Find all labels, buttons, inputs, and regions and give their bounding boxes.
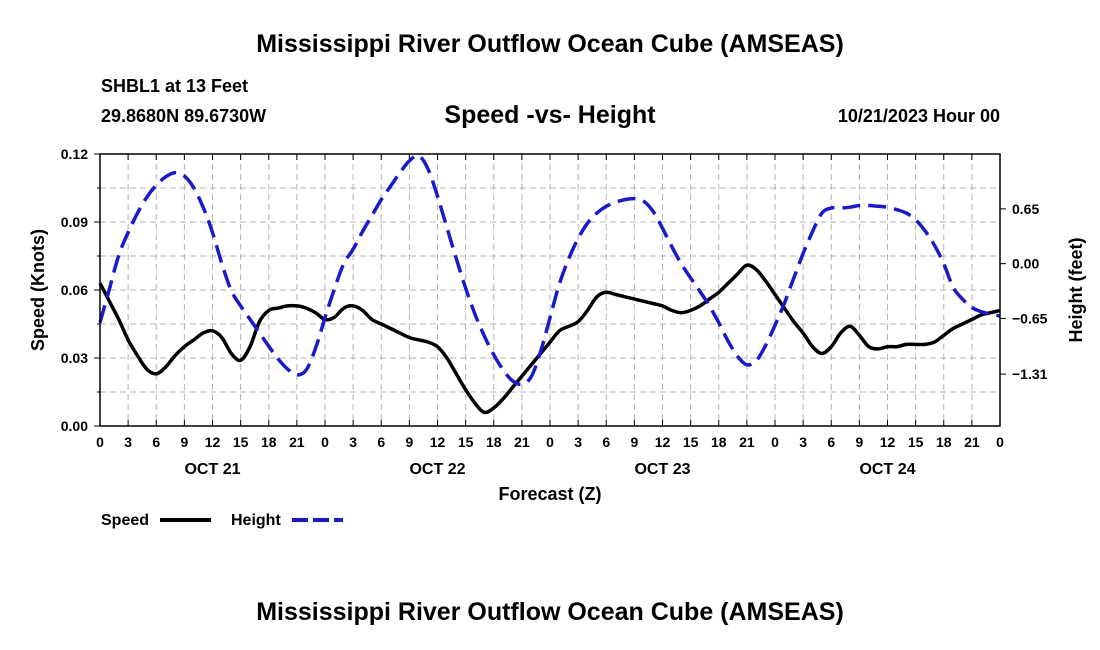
legend: Speed Height xyxy=(101,512,343,529)
chart-title: Mississippi River Outflow Ocean Cube (AM… xyxy=(256,30,844,58)
x-tick-label: 6 xyxy=(152,434,160,450)
x-tick-label: 18 xyxy=(261,434,277,450)
x-tick-label: 15 xyxy=(908,434,924,450)
x-tick-label: 21 xyxy=(289,434,305,450)
x-tick-label: 6 xyxy=(377,434,385,450)
day-label: OCT 22 xyxy=(409,461,465,478)
x-tick-label: 9 xyxy=(630,434,638,450)
day-label: OCT 23 xyxy=(634,461,690,478)
plot-frame xyxy=(99,153,1001,427)
axis-labels: 0 3 6 9 12 15 18 21 0 3 6 9 12 15 18 21 0 3 6 9 12 15 18 21 0 3 6 9… xyxy=(61,146,1048,478)
chart-subtitle: Speed -vs- Height xyxy=(444,101,656,129)
grid-lines xyxy=(100,154,1000,426)
x-tick-label: 18 xyxy=(486,434,502,450)
x-tick-label: 21 xyxy=(964,434,980,450)
legend-height-label: Height xyxy=(231,512,281,529)
forecast-date: 10/21/2023 Hour 00 xyxy=(837,106,1000,126)
x-tick-label: 6 xyxy=(602,434,610,450)
x-tick-label: 21 xyxy=(739,434,755,450)
height-series-line xyxy=(98,153,1001,387)
x-tick-label: 18 xyxy=(936,434,952,450)
day-label: OCT 21 xyxy=(184,461,240,478)
x-tick-label: 12 xyxy=(205,434,221,450)
y-left-tick-label: 0.03 xyxy=(61,350,88,366)
footer-title: Mississippi River Outflow Ocean Cube (AM… xyxy=(256,598,844,626)
x-tick-label: 15 xyxy=(683,434,699,450)
x-tick-label: 12 xyxy=(880,434,896,450)
x-tick-label: 0 xyxy=(321,434,329,450)
y-left-tick-label: 0.12 xyxy=(61,146,88,162)
coordinates-label: 29.8680N 89.6730W xyxy=(101,106,267,126)
x-tick-label: 0 xyxy=(771,434,779,450)
speed-height-chart: 0 3 6 9 12 15 18 21 0 3 6 9 12 15 18 21 0 3 6 9 12 15 18 21 0 3 6 9… xyxy=(28,146,1086,529)
y-left-tick-label: 0.09 xyxy=(61,214,88,230)
station-label: SHBL1 at 13 Feet xyxy=(101,76,249,96)
x-tick-label: 3 xyxy=(799,434,807,450)
y-left-tick-label: 0.00 xyxy=(61,418,88,434)
x-tick-label: 15 xyxy=(458,434,474,450)
y-axis-label-left: Speed (Knots) xyxy=(28,229,48,351)
series-lines xyxy=(98,153,1001,415)
y-right-tick-label: −1.31 xyxy=(1012,366,1048,382)
x-tick-label: 9 xyxy=(855,434,863,450)
x-tick-label: 21 xyxy=(514,434,530,450)
y-axis-label-right: Height (feet) xyxy=(1066,238,1086,343)
x-tick-label: 3 xyxy=(574,434,582,450)
x-tick-label: 6 xyxy=(827,434,835,450)
x-tick-label: 15 xyxy=(233,434,249,450)
x-tick-label: 18 xyxy=(711,434,727,450)
y-right-tick-label: 0.65 xyxy=(1012,201,1039,217)
y-right-tick-label: 0.00 xyxy=(1012,256,1039,272)
x-tick-label: 3 xyxy=(349,434,357,450)
day-label: OCT 24 xyxy=(859,461,915,478)
speed-series-line xyxy=(98,263,1001,415)
x-tick-label: 0 xyxy=(546,434,554,450)
y-left-tick-label: 0.06 xyxy=(61,282,88,298)
x-axis-label: Forecast (Z) xyxy=(498,484,601,504)
x-tick-label: 12 xyxy=(430,434,446,450)
y-right-tick-label: −0.65 xyxy=(1012,310,1048,326)
x-tick-label: 9 xyxy=(180,434,188,450)
x-tick-label: 3 xyxy=(124,434,132,450)
x-tick-label: 9 xyxy=(405,434,413,450)
legend-speed-label: Speed xyxy=(101,512,149,529)
x-tick-label: 12 xyxy=(655,434,671,450)
x-tick-label: 0 xyxy=(96,434,104,450)
x-tick-label: 0 xyxy=(996,434,1004,450)
